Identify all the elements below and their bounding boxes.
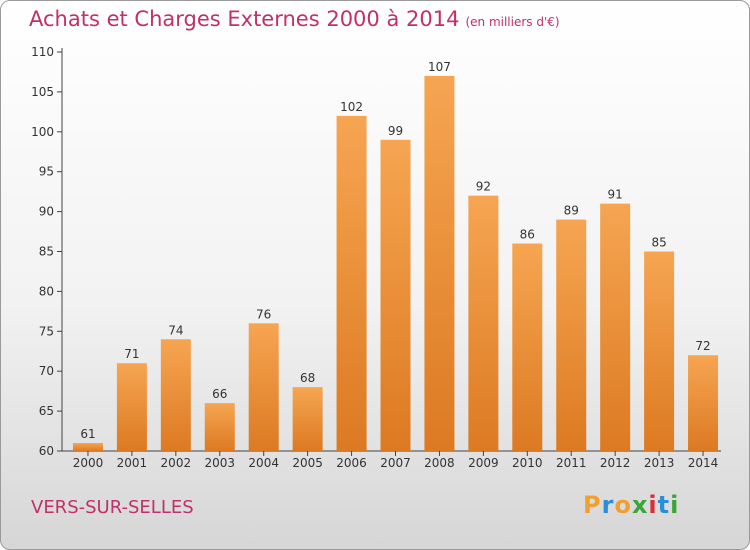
x-tick-label: 2011	[556, 456, 587, 470]
x-tick-label: 2009	[468, 456, 499, 470]
chart-title: Achats et Charges Externes 2000 à 2014 (e…	[29, 7, 560, 31]
bar	[380, 139, 411, 451]
chart-subtitle: (en milliers d'€)	[465, 15, 560, 29]
y-tick-label: 110	[31, 45, 54, 59]
x-tick-label: 2001	[117, 456, 148, 470]
city-label: VERS-SUR-SELLES	[31, 497, 194, 518]
bar	[424, 75, 455, 451]
data-label: 89	[564, 204, 579, 218]
logo-letter: i	[648, 491, 658, 519]
bar	[72, 443, 103, 451]
y-tick-label: 70	[39, 364, 54, 378]
y-tick-label: 60	[39, 444, 54, 458]
logo-letter: t	[657, 491, 671, 519]
logo-letter: x	[631, 491, 649, 519]
x-tick-label: 2007	[380, 456, 411, 470]
bar	[336, 115, 367, 451]
y-tick-label: 90	[39, 205, 54, 219]
x-tick-label: 2000	[73, 456, 104, 470]
x-tick-label: 2004	[248, 456, 279, 470]
bar	[248, 323, 279, 451]
x-tick-label: 2012	[600, 456, 631, 470]
data-label: 99	[388, 124, 403, 138]
data-label: 76	[256, 307, 271, 321]
data-label: 66	[212, 387, 227, 401]
x-tick-label: 2006	[336, 456, 367, 470]
y-tick-label: 75	[39, 324, 54, 338]
title-text: Achats et Charges Externes 2000 à 2014	[29, 7, 460, 31]
data-label: 68	[300, 371, 315, 385]
logo-letter: i	[670, 491, 680, 519]
y-tick-label: 105	[31, 85, 54, 99]
data-label: 102	[340, 100, 363, 114]
data-label: 92	[476, 180, 491, 194]
data-label: 74	[168, 323, 183, 337]
bar	[468, 195, 499, 451]
y-tick-label: 80	[39, 284, 54, 298]
bar	[116, 363, 147, 451]
bar	[556, 219, 587, 451]
data-label: 71	[124, 347, 139, 361]
x-tick-label: 2005	[292, 456, 323, 470]
x-tick-label: 2010	[512, 456, 543, 470]
data-label: 85	[651, 236, 666, 250]
data-label: 91	[608, 188, 623, 202]
logo-letter: P	[583, 491, 602, 519]
logo-letter: r	[601, 491, 615, 519]
data-label: 107	[428, 60, 451, 74]
bar	[512, 243, 543, 451]
data-label: 86	[520, 228, 535, 242]
y-tick-label: 100	[31, 125, 54, 139]
data-label: 72	[695, 339, 710, 353]
logo-letter: o	[614, 491, 632, 519]
bar	[160, 339, 191, 451]
bar	[204, 403, 235, 451]
proxiti-logo: Proxiti	[583, 491, 679, 519]
x-tick-label: 2008	[424, 456, 455, 470]
bar	[688, 355, 719, 451]
y-tick-label: 95	[39, 165, 54, 179]
y-tick-label: 85	[39, 245, 54, 259]
x-tick-label: 2013	[644, 456, 675, 470]
y-tick-label: 65	[39, 404, 54, 418]
x-tick-label: 2003	[204, 456, 235, 470]
bar	[292, 387, 323, 451]
x-tick-label: 2002	[161, 456, 192, 470]
x-tick-label: 2014	[688, 456, 719, 470]
bar	[600, 203, 631, 451]
bar	[644, 251, 675, 451]
data-label: 61	[80, 427, 95, 441]
